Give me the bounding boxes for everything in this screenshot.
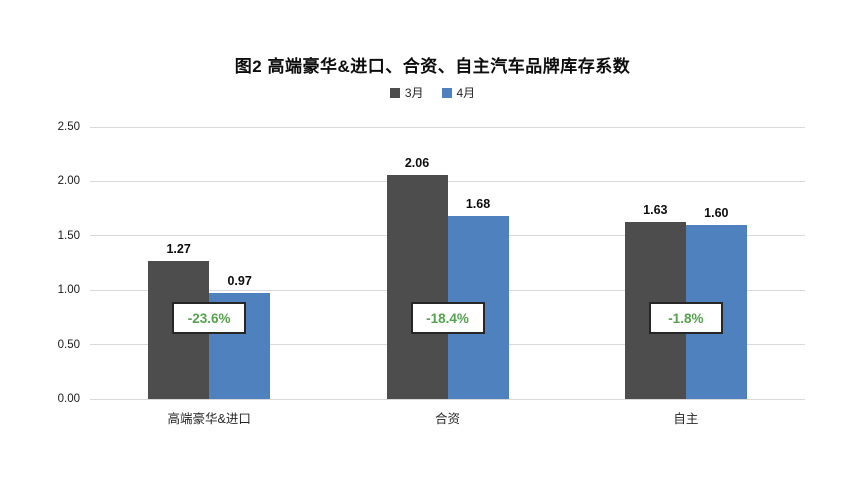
y-axis-tick-label: 2.00 — [57, 175, 80, 188]
bar-3月-合资 — [386, 174, 448, 399]
y-axis-tick-label: 1.50 — [57, 229, 80, 242]
gridline — [90, 180, 805, 182]
y-axis-tick-label: 2.50 — [57, 121, 80, 133]
value-label: 0.97 — [227, 274, 252, 289]
value-label: 1.63 — [643, 202, 668, 217]
legend-swatch-march — [389, 87, 400, 98]
value-label: 1.68 — [465, 197, 491, 212]
value-label: 1.27 — [166, 241, 191, 256]
gridline — [90, 398, 805, 400]
category-label: 自主 — [673, 412, 699, 426]
legend-item-march: 3月 — [389, 84, 424, 101]
chart-title: 图2 高端豪华&进口、合资、自主汽车品牌库存系数 — [234, 57, 631, 76]
y-axis-tick-label: 1.00 — [57, 284, 80, 297]
category-label: 合资 — [434, 412, 461, 426]
y-axis-tick-label: 0.00 — [57, 393, 80, 405]
plot-area: 0.00 0.50 1.00 1.50 2.00 2.50 1.27 0.97 -23.6% 高端… — [58, 121, 805, 426]
legend-label-march: 3月 — [404, 86, 424, 100]
gridline — [90, 126, 805, 128]
legend: 3月 4月 — [0, 84, 865, 101]
value-label: 1.60 — [704, 205, 729, 220]
y-axis-tick-label: 0.50 — [57, 338, 80, 351]
change-badge: -23.6% — [172, 302, 247, 334]
legend-item-april: 4月 — [441, 84, 476, 101]
change-badge: -1.8% — [648, 302, 723, 334]
value-label: 2.06 — [404, 155, 430, 170]
category-label: 高端豪华&进口 — [167, 412, 251, 426]
legend-label-april: 4月 — [456, 86, 476, 100]
change-badge: -18.4% — [410, 302, 485, 334]
legend-swatch-april — [441, 87, 452, 98]
